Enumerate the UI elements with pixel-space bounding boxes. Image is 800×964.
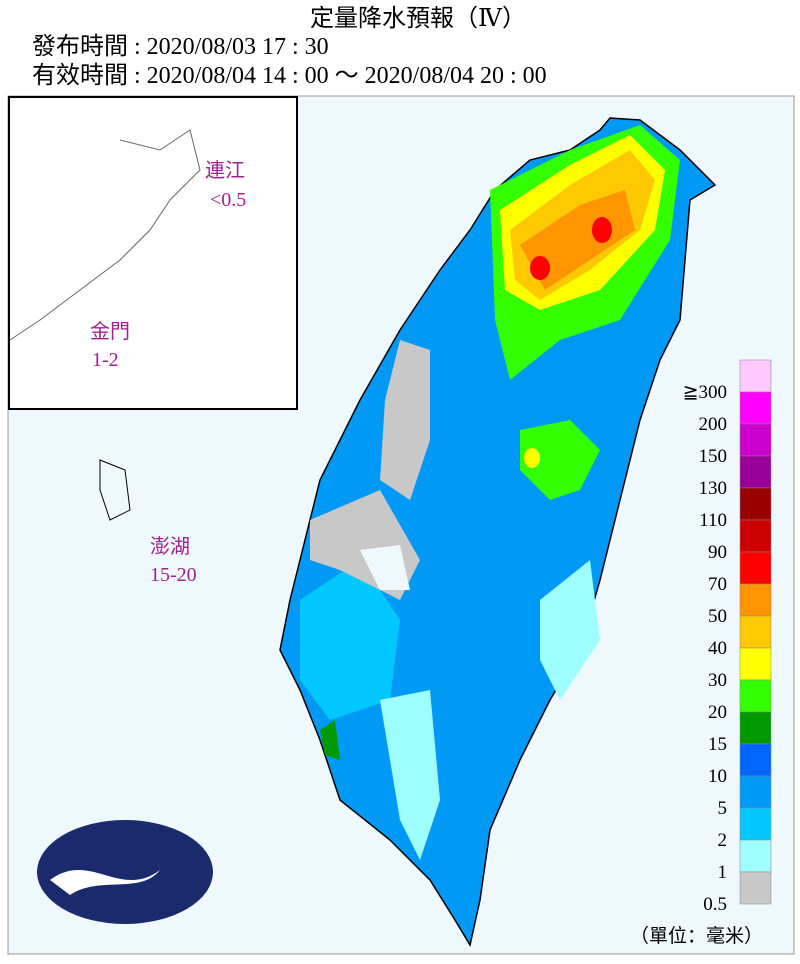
legend-swatch — [739, 423, 772, 457]
unit: （單位：毫米） — [630, 925, 763, 947]
legend-label: 20 — [708, 702, 727, 723]
logo — [37, 820, 213, 924]
legend-label: 15 — [708, 734, 727, 755]
legend-label: 40 — [708, 638, 727, 659]
legend-label: 150 — [699, 446, 728, 467]
rain-area — [360, 545, 410, 590]
island-name: 金門 — [90, 320, 130, 343]
legend-swatch — [739, 359, 772, 393]
rain-area — [320, 720, 340, 760]
legend-swatch — [739, 519, 772, 553]
island-amount: 15-20 — [150, 564, 197, 586]
legend-label: 1 — [718, 862, 728, 883]
legend-swatch — [739, 743, 772, 777]
legend-swatch — [739, 711, 772, 745]
legend-swatch — [739, 647, 772, 681]
rain-area — [530, 256, 550, 280]
legend-label: 10 — [708, 766, 727, 787]
legend-label: 70 — [708, 574, 727, 595]
island-amount: 1-2 — [92, 349, 119, 371]
legend-label: 50 — [708, 606, 727, 627]
legend-label: 2 — [718, 830, 728, 851]
rain-area — [592, 217, 612, 243]
legend-swatch — [739, 871, 772, 905]
rain-area — [380, 690, 440, 860]
legend-label: 200 — [699, 414, 728, 435]
legend-swatch — [739, 615, 772, 649]
valid-time: 有效時間 : 2020/08/04 14 : 00 ～ 2020/08/04 2… — [32, 62, 547, 89]
island-amount: <0.5 — [210, 189, 246, 211]
island-name: 連江 — [205, 159, 245, 182]
legend-label: 0.5 — [703, 894, 727, 915]
legend-label: 30 — [708, 670, 727, 691]
rain-area — [380, 340, 430, 500]
penghu — [99, 459, 131, 521]
legend-swatch — [739, 487, 772, 521]
rain-area — [300, 560, 400, 720]
legend-label: 110 — [699, 510, 727, 531]
legend: ≧300 200 150 130 110 90 70 50 40 30 20 15 10 5 2 1 0.5 — [683, 359, 772, 915]
rain-area — [540, 560, 600, 700]
rain-area — [520, 420, 600, 500]
inset-frame — [8, 96, 298, 410]
legend-swatch — [739, 583, 772, 617]
legend-swatch — [739, 807, 772, 841]
legend-swatch — [739, 775, 772, 809]
coastline — [9, 129, 201, 341]
legend-swatch — [739, 391, 772, 425]
rain-area — [524, 448, 540, 468]
title: 定量降水預報（Ⅳ） — [310, 5, 526, 32]
logo-mark — [50, 870, 160, 895]
legend-swatch — [739, 839, 772, 873]
legend-label: 130 — [699, 478, 728, 499]
legend-swatch — [739, 455, 772, 489]
legend-label: ≧300 — [683, 382, 727, 403]
legend-label: 5 — [718, 798, 728, 819]
island-name: 澎湖 — [150, 535, 190, 558]
legend-swatch — [739, 679, 772, 713]
legend-label: 90 — [708, 542, 727, 563]
legend-swatch — [739, 551, 772, 585]
issued-time: 發布時間 : 2020/08/03 17 : 30 — [32, 33, 329, 60]
